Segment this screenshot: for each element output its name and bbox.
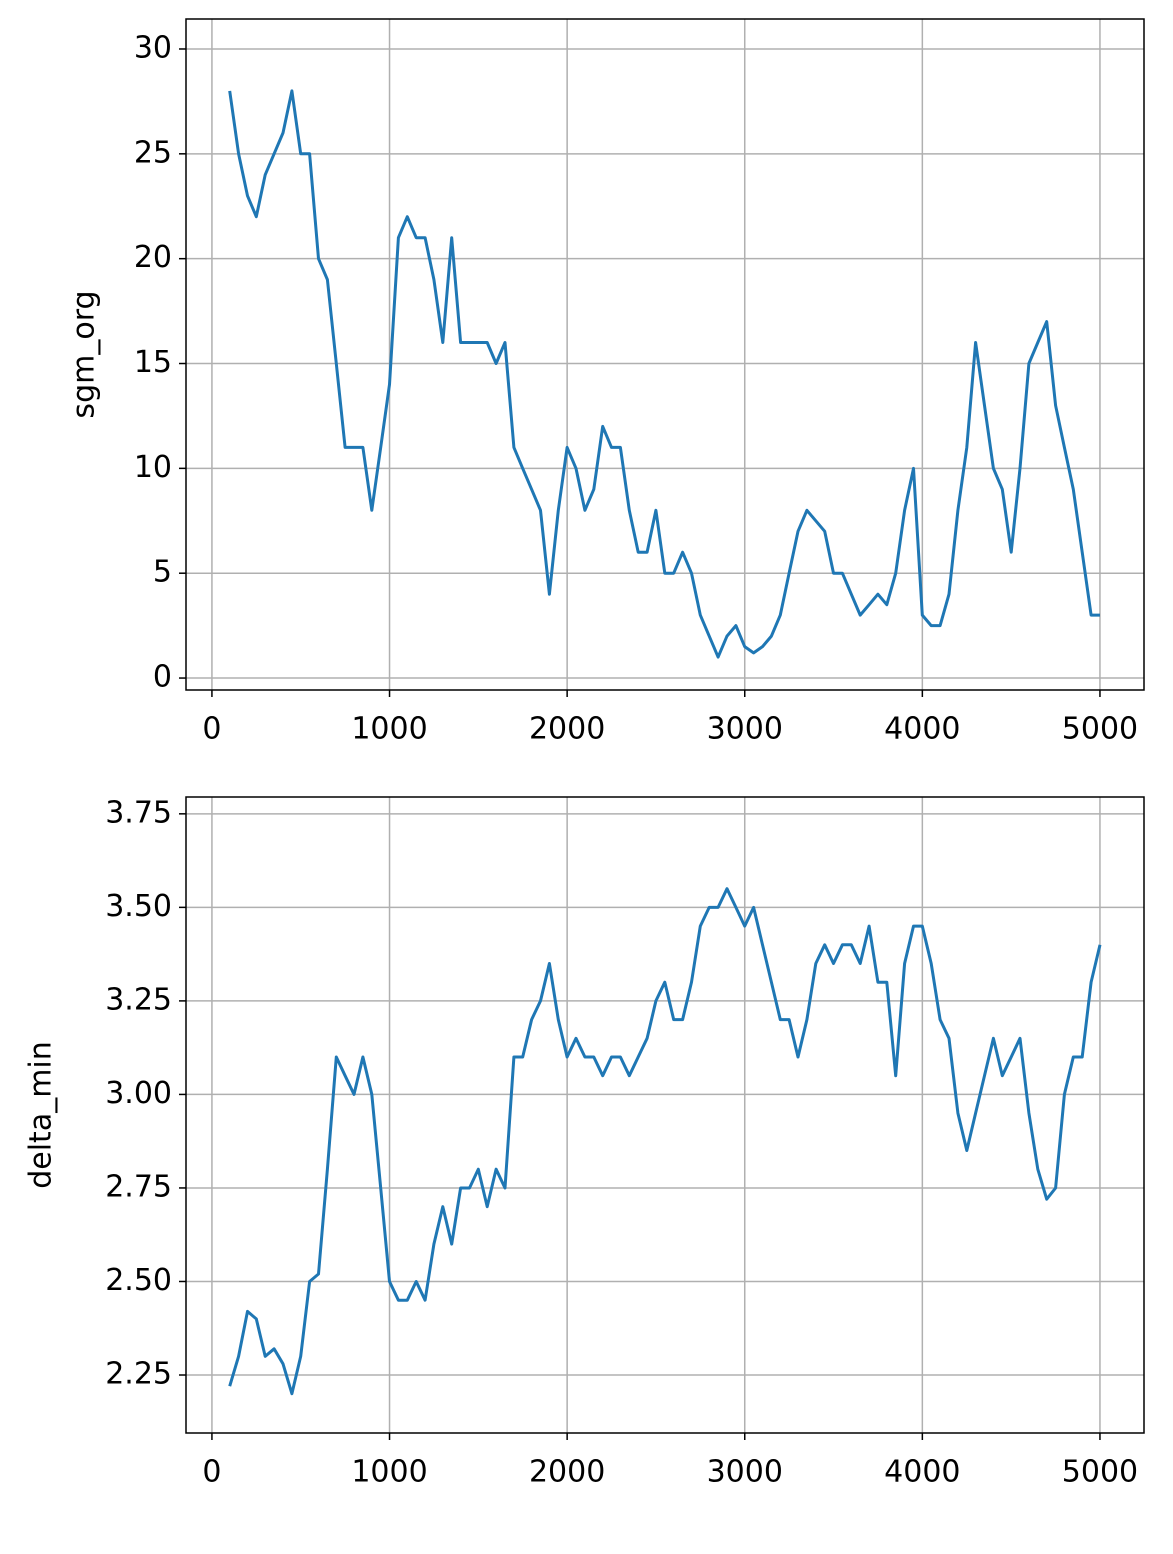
y-tick-label: 15 xyxy=(134,345,172,380)
y-tick-label: 0 xyxy=(153,660,172,695)
x-tick-label: 2000 xyxy=(529,712,605,747)
y-tick-label: 30 xyxy=(134,30,172,65)
y-tick-label: 5 xyxy=(153,555,172,590)
y-tick-label: 2.25 xyxy=(105,1357,172,1392)
y-tick-label: 3.75 xyxy=(105,795,172,830)
y-tick-label: 20 xyxy=(134,240,172,275)
x-tick-label: 0 xyxy=(202,1455,221,1490)
x-tick-label: 1000 xyxy=(351,1455,427,1490)
x-tick-label: 0 xyxy=(202,712,221,747)
x-tick-label: 2000 xyxy=(529,1455,605,1490)
y-tick-label: 10 xyxy=(134,450,172,485)
y-axis-label: delta_min xyxy=(24,1041,59,1189)
y-tick-label: 3.50 xyxy=(105,889,172,924)
y-tick-label: 25 xyxy=(134,135,172,170)
x-tick-label: 5000 xyxy=(1062,712,1138,747)
y-axis-label: sgm_org xyxy=(67,290,102,418)
y-tick-label: 3.25 xyxy=(105,982,172,1017)
y-tick-label: 3.00 xyxy=(105,1076,172,1111)
x-tick-label: 5000 xyxy=(1062,1455,1138,1490)
y-tick-label: 2.50 xyxy=(105,1263,172,1298)
x-tick-label: 4000 xyxy=(884,1455,960,1490)
axes-frame xyxy=(185,796,1145,1434)
data-line xyxy=(228,887,1102,1396)
x-tick-label: 4000 xyxy=(884,712,960,747)
y-tick-label: 2.75 xyxy=(105,1169,172,1204)
x-tick-label: 3000 xyxy=(707,1455,783,1490)
data-line xyxy=(228,89,1100,659)
x-tick-label: 1000 xyxy=(351,712,427,747)
axes-frame xyxy=(185,18,1145,691)
x-tick-label: 3000 xyxy=(707,712,783,747)
